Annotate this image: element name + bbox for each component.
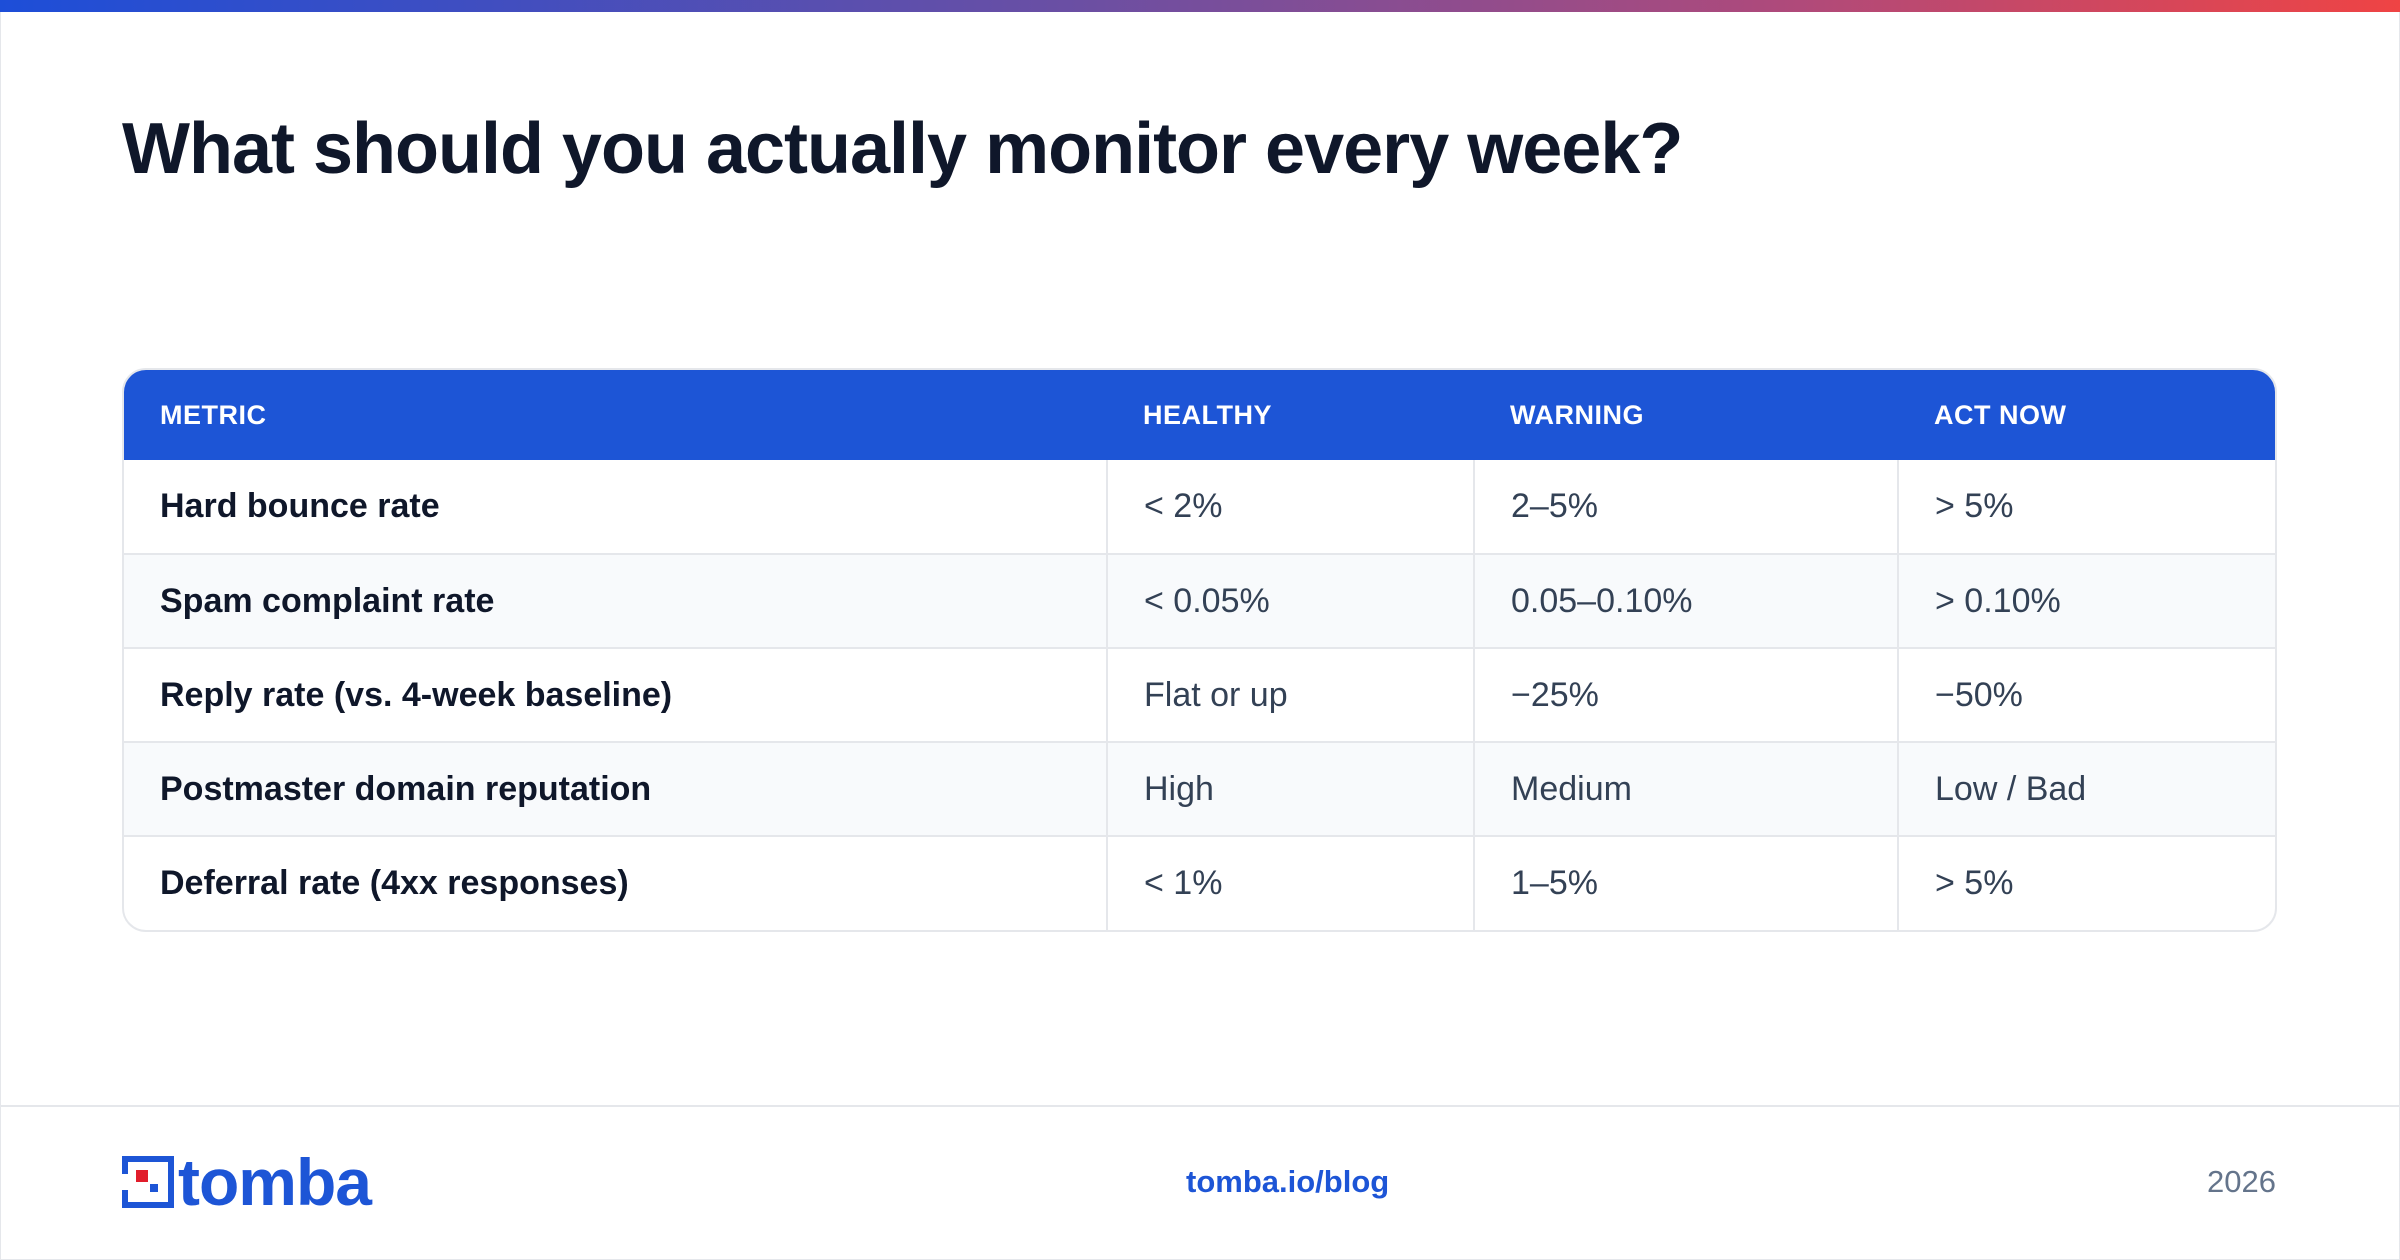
- tomba-logo-icon: [122, 1156, 174, 1208]
- healthy-cell: High: [1106, 741, 1474, 836]
- metric-cell: Postmaster domain reputation: [124, 741, 1107, 836]
- healthy-cell: < 0.05%: [1106, 553, 1474, 648]
- tomba-logo[interactable]: tomba: [122, 1145, 372, 1219]
- blog-link[interactable]: tomba.io/blog: [1186, 1164, 1390, 1199]
- act-now-cell: −50%: [1897, 647, 2275, 742]
- metric-cell: Spam complaint rate: [124, 553, 1107, 648]
- table-row: Reply rate (vs. 4-week baseline) Flat or…: [124, 647, 2275, 742]
- warning-cell: Medium: [1473, 741, 1898, 836]
- header-healthy: HEALTHY: [1143, 399, 1272, 430]
- metric-cell: Hard bounce rate: [160, 487, 440, 525]
- act-now-cell: Low / Bad: [1897, 741, 2275, 836]
- header-warning: WARNING: [1510, 399, 1644, 430]
- table-row: Spam complaint rate < 0.05% 0.05–0.10% >…: [124, 553, 2275, 648]
- healthy-cell: < 1%: [1106, 835, 1474, 930]
- page-title: What should you actually monitor every w…: [122, 109, 1683, 189]
- act-now-cell: > 0.10%: [1897, 553, 2275, 648]
- act-now-cell: > 5%: [1897, 460, 2275, 554]
- footer-year: 2026: [2207, 1164, 2276, 1199]
- warning-cell: 2–5%: [1473, 460, 1898, 554]
- healthy-cell: < 2%: [1106, 460, 1474, 554]
- table-header-row: METRIC HEALTHY WARNING ACT NOW: [124, 370, 2275, 460]
- footer-divider: [0, 1105, 2400, 1107]
- table-row: Deferral rate (4xx responses) < 1% 1–5% …: [124, 835, 2275, 930]
- healthy-cell: Flat or up: [1106, 647, 1474, 742]
- gradient-top-bar: [0, 0, 2400, 12]
- header-act-now: ACT NOW: [1934, 399, 2067, 430]
- warning-cell: −25%: [1473, 647, 1898, 742]
- warning-cell: 0.05–0.10%: [1473, 553, 1898, 648]
- metrics-table-grid: METRIC HEALTHY WARNING ACT NOW Hard boun…: [124, 370, 2275, 930]
- table-row: Hard bounce rate < 2% 2–5% > 5%: [124, 460, 2275, 554]
- metric-cell: Deferral rate (4xx responses): [124, 835, 1107, 930]
- header-metric: METRIC: [160, 399, 267, 430]
- metric-cell: Reply rate (vs. 4-week baseline): [124, 647, 1107, 742]
- table-row: Postmaster domain reputation High Medium…: [124, 741, 2275, 836]
- warning-cell: 1–5%: [1473, 835, 1898, 930]
- act-now-cell: > 5%: [1897, 835, 2275, 930]
- metrics-table: METRIC HEALTHY WARNING ACT NOW Hard boun…: [122, 368, 2277, 932]
- logo-wordmark: tomba: [178, 1145, 372, 1219]
